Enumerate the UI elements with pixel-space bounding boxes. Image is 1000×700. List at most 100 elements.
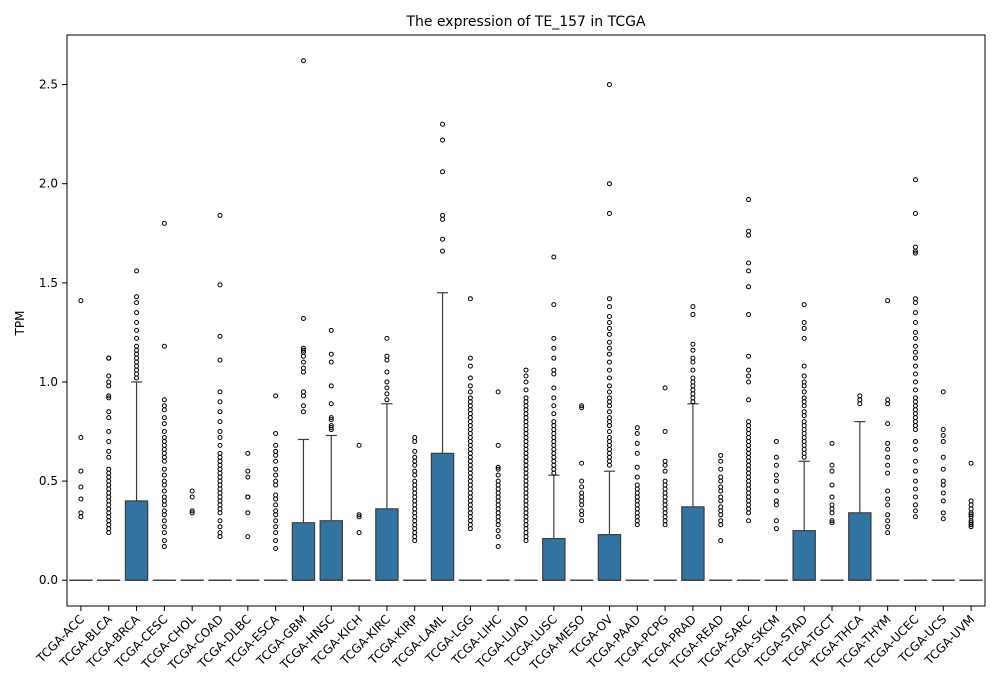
outlier-point [467, 431, 473, 437]
box-group-tcga-meso [569, 403, 594, 581]
outlier-point [106, 486, 112, 492]
box [124, 500, 149, 581]
outlier-point [912, 371, 918, 377]
outlier-point [551, 395, 557, 401]
outlier-point [161, 454, 167, 460]
outlier-point [746, 379, 752, 385]
outlier-point [106, 409, 112, 415]
outlier-point [300, 389, 306, 395]
outlier-point [495, 506, 501, 512]
outlier-point [467, 423, 473, 429]
outlier-point [801, 438, 807, 444]
outlier-point [940, 482, 946, 488]
outlier-point [912, 403, 918, 409]
outlier-point [718, 458, 724, 464]
outlier-point [217, 478, 223, 484]
outlier-point [384, 385, 390, 391]
outlier-point [746, 486, 752, 492]
outlier-point [273, 508, 279, 514]
outlier-point [467, 466, 473, 472]
outlier-point [579, 405, 585, 411]
outlier-point [829, 502, 835, 508]
outlier-point [384, 369, 390, 375]
outlier-point [328, 359, 334, 365]
outlier-point [523, 522, 529, 528]
outlier-point [189, 510, 195, 516]
outlier-point [829, 506, 835, 512]
outlier-point [300, 359, 306, 365]
outlier-point [551, 442, 557, 448]
outlier-point [912, 468, 918, 474]
outlier-point [467, 458, 473, 464]
outlier-point [523, 423, 529, 429]
outlier-point [300, 393, 306, 399]
outlier-point [773, 478, 779, 484]
outlier-point [189, 494, 195, 500]
outlier-point [746, 454, 752, 460]
outlier-point [634, 494, 640, 500]
box [319, 520, 343, 581]
outlier-point [551, 466, 557, 472]
box [430, 452, 455, 581]
outlier-point [606, 210, 612, 216]
outlier-point [273, 431, 279, 437]
outlier-point [245, 534, 251, 540]
outlier-point [690, 383, 696, 389]
outlier-point [634, 425, 640, 431]
outlier-point [161, 434, 167, 440]
outlier-point [940, 466, 946, 472]
outlier-point [606, 438, 612, 444]
outlier-point [662, 498, 668, 504]
outlier-point [746, 434, 752, 440]
outlier-point [412, 514, 418, 520]
outlier-point [273, 442, 279, 448]
outlier-point [384, 357, 390, 363]
box-group-tcga-blca [96, 355, 121, 581]
outlier-point [523, 427, 529, 433]
outlier-point [718, 494, 724, 500]
outlier-point [440, 236, 446, 242]
outlier-point [634, 482, 640, 488]
outlier-point [746, 268, 752, 274]
outlier-point [161, 494, 167, 500]
outlier-point [690, 375, 696, 381]
outlier-point [912, 300, 918, 306]
outlier-point [662, 522, 668, 528]
outlier-point [467, 438, 473, 444]
outlier-point [968, 460, 974, 466]
outlier-point [273, 538, 279, 544]
outlier-point [467, 502, 473, 508]
outlier-point [606, 442, 612, 448]
outlier-point [328, 383, 334, 389]
outlier-point [495, 389, 501, 395]
outlier-point [161, 472, 167, 478]
outlier-point [551, 419, 557, 425]
outlier-point [690, 304, 696, 310]
outlier-point [523, 486, 529, 492]
outlier-point [356, 512, 362, 518]
outlier-point [885, 446, 891, 452]
outlier-point [912, 177, 918, 183]
outlier-point [801, 363, 807, 369]
outlier-point [746, 494, 752, 500]
outlier-point [523, 534, 529, 540]
outlier-point [217, 524, 223, 530]
outlier-point [273, 448, 279, 454]
outlier-point [912, 319, 918, 325]
outlier-point [606, 389, 612, 395]
outlier-point [467, 363, 473, 369]
outlier-point [940, 498, 946, 504]
outlier-point [773, 454, 779, 460]
chart-title: The expression of TE_157 in TCGA [405, 14, 646, 30]
outlier-point [495, 528, 501, 534]
outlier-point [467, 407, 473, 413]
outlier-point [634, 490, 640, 496]
outlier-point [606, 403, 612, 409]
outlier-point [217, 442, 223, 448]
outlier-point [217, 474, 223, 480]
outlier-point [606, 181, 612, 187]
outlier-point [829, 462, 835, 468]
outlier-point [495, 544, 501, 550]
box [597, 534, 622, 581]
outlier-point [940, 516, 946, 522]
